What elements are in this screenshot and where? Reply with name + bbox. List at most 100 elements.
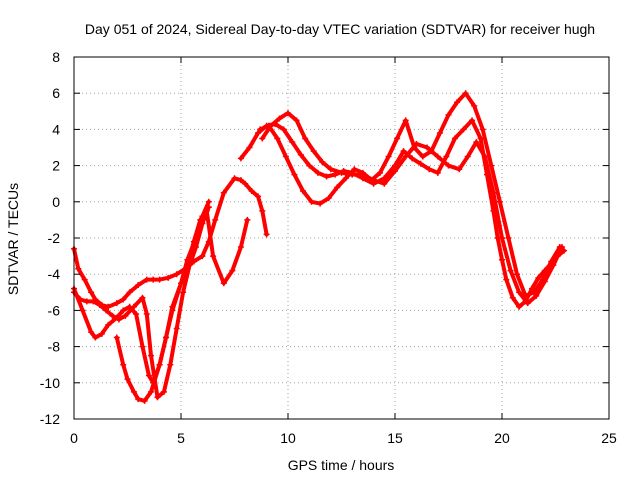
data-point-marker	[92, 334, 99, 341]
data-point-marker	[417, 160, 424, 167]
data-point-marker	[548, 258, 555, 265]
data-point-marker	[126, 289, 133, 296]
data-point-marker	[462, 90, 469, 97]
data-point-marker	[160, 388, 167, 395]
chart-title: Day 051 of 2024, Sidereal Day-to-day VTE…	[85, 21, 595, 37]
data-point-marker	[473, 139, 480, 146]
data-point-marker	[368, 177, 375, 184]
data-point-marker	[505, 235, 512, 241]
y-tick-label: 2	[52, 158, 60, 174]
data-point-marker	[141, 397, 148, 404]
data-point-marker	[165, 274, 172, 281]
data-point-marker	[124, 376, 131, 383]
data-point-marker	[169, 307, 176, 314]
data-point-marker	[456, 166, 463, 173]
data-point-marker	[143, 276, 150, 283]
data-point-marker	[409, 155, 416, 162]
data-point-marker	[180, 289, 187, 296]
data-point-marker	[522, 292, 529, 299]
data-point-marker	[231, 175, 238, 182]
data-point-marker	[334, 184, 341, 191]
data-point-marker	[342, 175, 349, 182]
data-point-marker	[263, 231, 270, 238]
data-point-marker	[282, 153, 289, 160]
y-tick-label: -12	[40, 411, 60, 427]
data-point-marker	[139, 343, 146, 350]
data-point-marker	[88, 289, 95, 296]
data-point-marker	[246, 144, 253, 151]
data-point-marker	[156, 276, 163, 283]
data-point-marker	[276, 115, 283, 122]
data-point-marker	[477, 135, 484, 142]
y-tick-label: -8	[48, 339, 61, 355]
data-point-marker	[133, 311, 140, 318]
data-point-marker	[255, 130, 262, 137]
data-point-marker	[265, 122, 272, 129]
data-point-marker	[308, 198, 315, 205]
data-point-marker	[274, 135, 281, 142]
data-point-marker	[229, 267, 236, 274]
data-point-marker	[507, 267, 514, 274]
data-point-marker	[400, 148, 407, 155]
y-tick-label: -4	[48, 266, 61, 282]
data-point-marker	[503, 276, 510, 283]
data-point-marker	[454, 99, 461, 106]
data-point-marker	[496, 198, 503, 205]
x-tick-label: 15	[387, 430, 403, 446]
data-point-marker	[460, 126, 467, 133]
data-point-marker	[145, 372, 152, 379]
data-point-marker	[314, 169, 321, 176]
data-point-marker	[306, 162, 313, 169]
data-point-marker	[105, 303, 112, 310]
data-point-marker	[173, 325, 180, 332]
data-point-marker	[302, 135, 309, 142]
x-tick-label: 0	[70, 430, 78, 446]
data-point-marker	[178, 280, 184, 287]
data-point-marker	[528, 285, 535, 292]
data-point-marker	[237, 155, 244, 162]
data-point-marker	[220, 280, 227, 287]
data-point-marker	[464, 153, 471, 160]
data-point-marker	[516, 303, 523, 310]
data-point-marker	[377, 169, 384, 176]
data-point-marker	[248, 187, 255, 194]
data-point-marker	[434, 169, 441, 176]
axis-ticks: 0 5 10 15 20 25 -12 -10 -8 -6 -4 -2 0 2 4 6 8	[40, 49, 617, 446]
data-point-marker	[445, 111, 452, 118]
data-point-marker	[499, 235, 505, 241]
series-trace-1	[72, 176, 269, 309]
y-tick-label: 8	[52, 49, 60, 65]
data-point-marker	[469, 117, 476, 124]
data-point-marker	[120, 296, 127, 303]
data-point-marker	[96, 301, 103, 308]
series-markers-trace-7	[257, 90, 563, 299]
data-point-marker	[513, 271, 520, 278]
data-point-marker	[90, 298, 97, 305]
data-point-marker	[83, 298, 90, 305]
data-point-marker	[385, 153, 392, 160]
y-tick-label: 0	[52, 194, 60, 210]
data-point-marker	[115, 316, 122, 323]
data-point-marker	[242, 180, 249, 187]
data-point-marker	[139, 294, 146, 301]
data-point-marker	[535, 274, 542, 281]
series-markers-trace-4	[113, 198, 212, 404]
data-point-marker	[259, 135, 266, 142]
data-point-marker	[291, 171, 298, 178]
data-point-marker	[113, 300, 120, 307]
data-point-marker	[351, 166, 358, 173]
data-point-marker	[113, 334, 120, 341]
y-tick-label: -2	[48, 230, 61, 246]
data-point-marker	[257, 126, 264, 133]
data-point-marker	[237, 244, 244, 251]
series-markers-trace-1	[71, 175, 270, 310]
data-point-marker	[402, 117, 409, 124]
series-markers-trace-3	[71, 204, 212, 401]
data-point-marker	[120, 361, 127, 368]
data-point-marker	[490, 189, 497, 196]
data-point-marker	[135, 396, 142, 403]
data-point-marker	[173, 271, 180, 278]
data-point-marker	[237, 177, 244, 184]
data-point-marker	[481, 153, 488, 160]
y-tick-label: 4	[52, 121, 60, 137]
